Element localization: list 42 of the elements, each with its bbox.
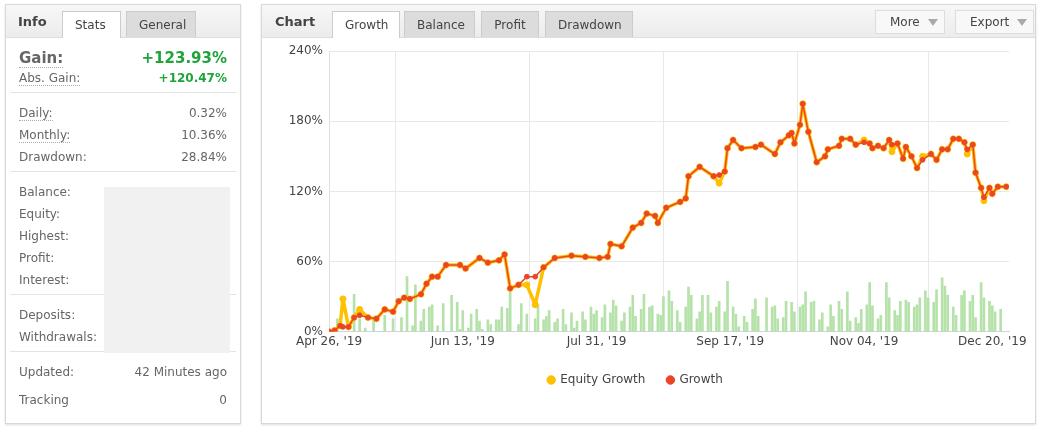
text: 0 bbox=[219, 393, 227, 407]
text: Profit: bbox=[19, 251, 55, 265]
text: Abs. Gain: bbox=[19, 71, 81, 86]
text: Equity: bbox=[19, 207, 61, 221]
text: Drawdown bbox=[545, 11, 633, 37]
text: +120.47% bbox=[158, 71, 227, 85]
x-tick-label: Jun 13, '19 bbox=[429, 333, 495, 348]
text: Withdrawals: bbox=[19, 330, 97, 344]
text: Highest: bbox=[19, 229, 69, 243]
x-tick-label: Dec 20, '19 bbox=[958, 333, 1027, 348]
text: 0.32% bbox=[188, 106, 227, 120]
text: Interest: bbox=[19, 273, 70, 287]
text: Info bbox=[18, 14, 47, 29]
y-tick-label: 180% bbox=[288, 113, 323, 128]
text: Gain: bbox=[19, 49, 64, 68]
text: +123.93% bbox=[141, 49, 227, 67]
text: Updated: bbox=[19, 365, 75, 379]
text: Deposits: bbox=[19, 308, 76, 322]
y-tick-label: 60% bbox=[296, 253, 323, 268]
chart-title: Chart bbox=[275, 14, 316, 29]
text: Stats bbox=[62, 11, 121, 38]
x-tick-label: Sep 17, '19 bbox=[696, 333, 765, 348]
text: 28.84% bbox=[181, 150, 227, 164]
text: Growth bbox=[332, 11, 400, 38]
text: General bbox=[126, 11, 196, 37]
text: More bbox=[875, 10, 945, 34]
legend-label: Growth bbox=[679, 372, 723, 387]
y-tick-label: 120% bbox=[288, 183, 323, 198]
text: Balance bbox=[404, 11, 475, 37]
x-tick-label: Nov 04, '19 bbox=[829, 333, 899, 348]
x-tick-label: Jul 31, '19 bbox=[565, 333, 627, 348]
text: 10.36% bbox=[181, 128, 227, 142]
legend-label: Equity Growth bbox=[560, 372, 646, 387]
text: 42 Minutes ago bbox=[134, 365, 227, 379]
text: Profit bbox=[481, 11, 539, 37]
text: Balance: bbox=[19, 185, 71, 199]
text: Export bbox=[955, 10, 1035, 34]
y-tick-label: 240% bbox=[288, 43, 323, 58]
text: Drawdown: bbox=[19, 150, 87, 164]
text: Monthly: bbox=[19, 128, 71, 143]
text: Daily: bbox=[19, 106, 53, 121]
text: Tracking bbox=[19, 393, 69, 407]
